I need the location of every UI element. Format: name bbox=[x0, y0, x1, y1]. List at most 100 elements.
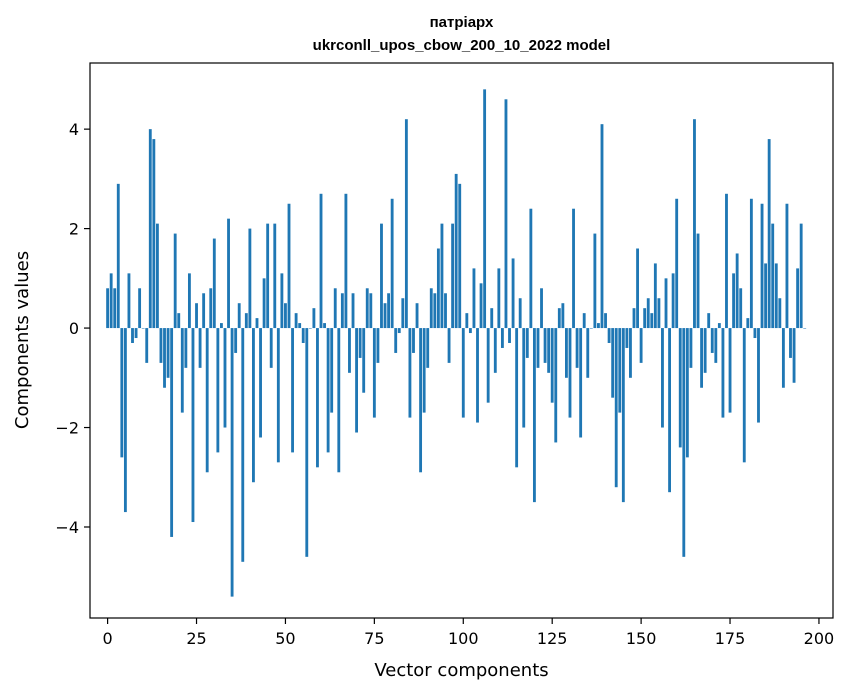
bar bbox=[404, 119, 408, 329]
bar bbox=[532, 328, 536, 503]
bar bbox=[127, 273, 131, 329]
bar bbox=[123, 328, 127, 513]
bar bbox=[284, 303, 287, 329]
bar bbox=[586, 328, 590, 378]
x-tick-label: 125 bbox=[537, 629, 568, 648]
chart-title: патріарх bbox=[430, 14, 494, 31]
bar bbox=[319, 193, 323, 329]
bar bbox=[710, 328, 714, 353]
bar bbox=[785, 203, 789, 329]
bar bbox=[557, 308, 561, 329]
bar bbox=[308, 328, 312, 329]
bar bbox=[650, 313, 654, 329]
bar bbox=[589, 328, 593, 329]
bar bbox=[252, 328, 255, 483]
bar bbox=[500, 328, 504, 348]
bar bbox=[383, 303, 387, 329]
bar bbox=[461, 328, 465, 418]
bar bbox=[351, 293, 355, 329]
bar bbox=[600, 124, 604, 329]
bar bbox=[184, 328, 188, 368]
plot-frame bbox=[89, 62, 834, 619]
bar bbox=[607, 328, 611, 343]
bar bbox=[529, 208, 533, 329]
x-tick-label: 100 bbox=[448, 629, 479, 648]
bar bbox=[725, 193, 728, 329]
bar bbox=[757, 328, 760, 423]
bar bbox=[266, 223, 270, 329]
bar bbox=[415, 303, 419, 329]
bar bbox=[394, 328, 398, 353]
bar bbox=[646, 298, 650, 329]
bar bbox=[639, 328, 643, 363]
bar bbox=[700, 328, 704, 388]
bar bbox=[515, 328, 519, 468]
bar bbox=[255, 318, 259, 329]
bar bbox=[248, 228, 252, 329]
bar bbox=[205, 328, 209, 473]
bar bbox=[152, 139, 156, 329]
bar bbox=[365, 288, 369, 329]
bar bbox=[323, 323, 326, 329]
bar bbox=[280, 273, 284, 329]
bar bbox=[380, 223, 383, 329]
bar bbox=[419, 328, 423, 473]
bar bbox=[355, 328, 358, 433]
bar bbox=[358, 328, 362, 358]
bar bbox=[426, 328, 430, 368]
bar bbox=[621, 328, 625, 503]
bar bbox=[671, 273, 675, 329]
bar bbox=[518, 298, 522, 329]
bar bbox=[195, 303, 198, 329]
bar bbox=[632, 308, 636, 329]
bar bbox=[134, 328, 138, 339]
bar bbox=[636, 248, 639, 329]
bar bbox=[803, 328, 807, 329]
bar bbox=[685, 328, 689, 458]
bar bbox=[796, 268, 800, 329]
bar bbox=[703, 328, 707, 373]
bar bbox=[490, 308, 494, 329]
bar bbox=[344, 193, 348, 329]
bar bbox=[565, 328, 568, 378]
bar bbox=[173, 233, 177, 329]
bar bbox=[244, 313, 248, 329]
bar bbox=[543, 328, 547, 363]
bar bbox=[294, 313, 298, 329]
y-axis-ticks: −4 −2 0 2 4 bbox=[55, 120, 90, 537]
bar bbox=[547, 328, 551, 373]
bar bbox=[483, 89, 487, 329]
bar bbox=[433, 293, 437, 329]
bars bbox=[106, 89, 807, 597]
bar bbox=[298, 323, 302, 329]
bar bbox=[106, 288, 110, 329]
bar bbox=[159, 328, 163, 363]
bar bbox=[764, 263, 768, 329]
bar bbox=[202, 293, 206, 329]
bar bbox=[234, 328, 238, 353]
bar bbox=[575, 328, 579, 368]
bar bbox=[625, 328, 629, 348]
bar bbox=[163, 328, 166, 388]
bar bbox=[209, 288, 213, 329]
bar bbox=[241, 328, 245, 562]
bar bbox=[316, 328, 319, 468]
x-tick-label: 75 bbox=[364, 629, 384, 648]
bar bbox=[369, 293, 373, 329]
bar bbox=[664, 278, 668, 329]
bar bbox=[717, 323, 721, 329]
bar bbox=[326, 328, 330, 453]
bar bbox=[113, 288, 117, 329]
bar bbox=[536, 328, 540, 368]
bar bbox=[675, 198, 679, 329]
y-axis-label: Components values bbox=[12, 251, 33, 429]
bar bbox=[732, 273, 736, 329]
bar bbox=[653, 263, 657, 329]
bar bbox=[767, 139, 771, 329]
x-tick-label: 200 bbox=[804, 629, 835, 648]
bar bbox=[568, 328, 572, 418]
bar bbox=[572, 208, 575, 329]
bar bbox=[597, 323, 600, 329]
bar bbox=[348, 328, 351, 373]
